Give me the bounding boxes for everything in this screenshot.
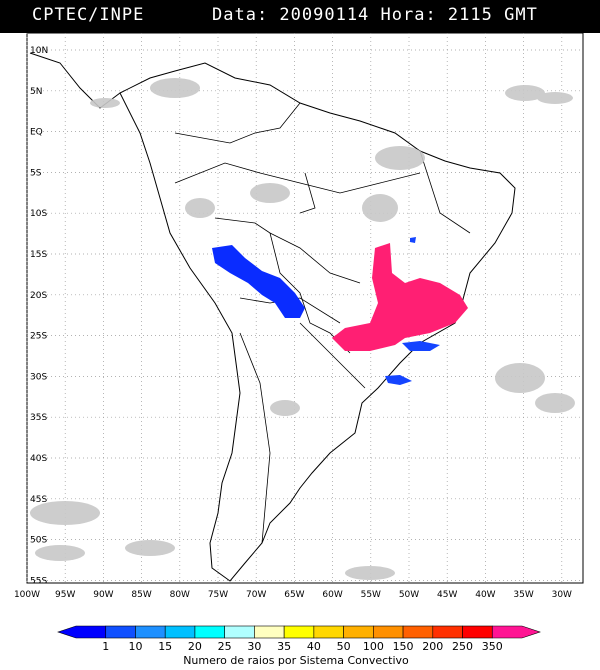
colorbar-tick: 35: [277, 640, 291, 653]
lat-label: 10N: [30, 46, 48, 56]
lat-label: 55S: [30, 576, 47, 586]
colorbar-tick: 50: [337, 640, 351, 653]
lon-label: 30W: [552, 590, 572, 600]
colorbar-swatch: [57, 625, 107, 639]
lightning-cluster-andes: [212, 245, 305, 318]
lon-label: 95W: [55, 590, 75, 600]
lat-label: 5N: [30, 87, 42, 97]
lon-label: 85W: [131, 590, 151, 600]
lon-label: 40W: [475, 590, 495, 600]
satellite-cloud-patches: [30, 78, 575, 580]
colorbar-swatch: [135, 625, 166, 639]
colorbar-swatch: [105, 625, 136, 639]
colorbar: 1 10 15 20 25 30 35 40 50 100 150 200 250 350 Numero …: [57, 625, 541, 667]
lat-label: 20S: [30, 291, 47, 301]
colorbar-tick: 40: [307, 640, 321, 653]
lat-label: 30S: [30, 372, 47, 382]
colorbar-title: Numero de raios por Sistema Convectivo: [183, 654, 409, 667]
continent-outline: [119, 62, 516, 582]
colorbar-swatch: [313, 625, 344, 639]
longitude-labels: 100W 95W 90W 85W 80W 75W 70W 65W 60W 55W 50W 45W 40W…: [14, 590, 572, 600]
lat-label: 15S: [30, 250, 47, 260]
colorbar-tick: 20: [188, 640, 202, 653]
lon-label: 90W: [93, 590, 113, 600]
colorbar-swatch: [164, 625, 196, 639]
lightning-cluster-north: [410, 237, 416, 243]
colorbar-tick-labels: 1 10 15 20 25 30 35 40 50 100 150 200 250 350: [102, 640, 503, 653]
colorbar-swatch: [343, 625, 374, 639]
colorbar-tick: 10: [128, 640, 142, 653]
lon-label: 100W: [14, 590, 40, 600]
colorbar-tick: 25: [218, 640, 232, 653]
colorbar-swatch: [373, 625, 404, 639]
colorbar-swatch: [462, 625, 493, 639]
lat-label: 40S: [30, 454, 47, 464]
grid-lines: [26, 33, 583, 583]
lon-label: 45W: [437, 590, 457, 600]
lightning-cluster-southeast: [332, 243, 468, 351]
lon-label: 50W: [399, 590, 419, 600]
lightning-map: 10N5NEQ5S10S15S20S25S30S35S40S45S50S55S …: [14, 33, 584, 600]
lon-label: 60W: [322, 590, 342, 600]
colorbar-tick: 30: [247, 640, 261, 653]
lightning-systems: [212, 237, 468, 385]
lat-label: EQ: [30, 128, 43, 138]
lightning-cluster-south: [385, 375, 412, 385]
colorbar-swatch: [194, 625, 225, 639]
datetime-label: Data: 20090114 Hora: 2115 GMT: [212, 5, 538, 25]
colorbar-tick: 1: [102, 640, 109, 653]
colorbar-tick: 200: [422, 640, 443, 653]
lon-label: 75W: [208, 590, 228, 600]
lat-label: 5S: [30, 168, 42, 178]
colorbar-tick: 350: [482, 640, 503, 653]
title-bar: CPTEC/INPE Data: 20090114 Hora: 2115 GMT: [0, 0, 600, 33]
colorbar-swatch: [283, 625, 315, 639]
lon-label: 80W: [170, 590, 190, 600]
lat-label: 25S: [30, 332, 47, 342]
colorbar-swatch: [432, 625, 463, 639]
colorbar-swatch: [224, 625, 255, 639]
lon-label: 65W: [284, 590, 304, 600]
colorbar-tick: 250: [452, 640, 473, 653]
lon-label: 55W: [361, 590, 381, 600]
lat-label: 35S: [30, 413, 47, 423]
colorbar-tick: 150: [393, 640, 414, 653]
colorbar-tick: 15: [158, 640, 172, 653]
lat-label: 45S: [30, 495, 47, 505]
latitude-labels: 10N 5N EQ 5S 10S 15S 20S 25S 30S 35S 40S 45S 50S 55S: [30, 46, 48, 586]
country-borders: [174, 102, 471, 544]
source-label: CPTEC/INPE: [32, 5, 145, 25]
lon-label: 70W: [246, 590, 266, 600]
colorbar-swatch: [402, 625, 434, 639]
colorbar-swatch: [254, 625, 285, 639]
colorbar-bar: [57, 625, 541, 639]
lon-label: 35W: [513, 590, 533, 600]
lat-label: 50S: [30, 536, 47, 546]
colorbar-tick: 100: [363, 640, 384, 653]
lightning-cluster-parana: [402, 341, 440, 351]
colorbar-swatch: [491, 625, 541, 639]
lat-label: 10S: [30, 209, 47, 219]
